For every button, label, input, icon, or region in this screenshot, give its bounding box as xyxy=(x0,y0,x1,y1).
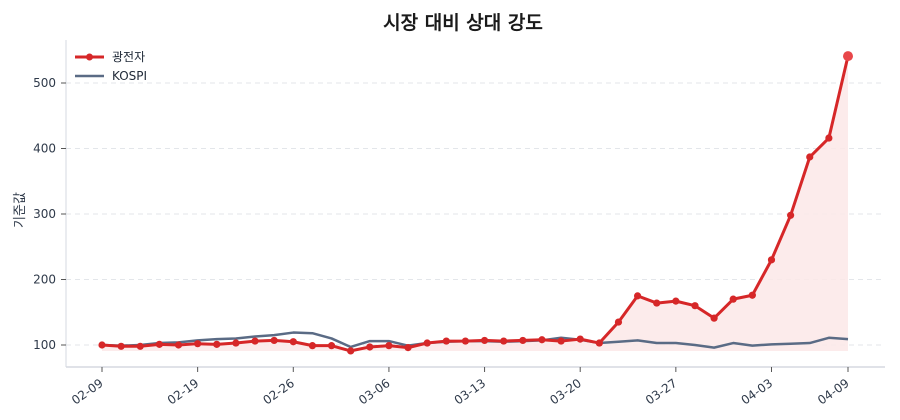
data-point-marker xyxy=(767,256,776,264)
data-point-marker xyxy=(538,336,546,344)
data-point-marker xyxy=(98,341,106,349)
data-point-marker xyxy=(691,302,699,310)
data-point-marker xyxy=(787,211,795,219)
data-point-marker xyxy=(825,134,833,142)
data-point-marker xyxy=(404,344,412,352)
data-point-marker xyxy=(461,337,470,345)
data-point-marker xyxy=(423,339,431,347)
data-point-marker xyxy=(672,297,680,305)
chart-title: 시장 대비 상대 강도 xyxy=(383,12,543,34)
data-point-marker xyxy=(308,342,317,350)
y-tick-label: 300 xyxy=(33,207,56,221)
data-point-marker xyxy=(519,336,527,345)
data-point-marker xyxy=(710,314,718,322)
data-point-marker xyxy=(194,340,202,348)
data-point-marker xyxy=(729,295,737,303)
data-point-marker xyxy=(232,339,240,347)
data-point-marker xyxy=(270,336,278,345)
data-point-marker xyxy=(155,340,163,348)
data-point-marker xyxy=(289,338,297,346)
x-tick-label: 03-20 xyxy=(547,376,584,407)
x-tick-label: 03-27 xyxy=(643,376,680,407)
latest-point-marker xyxy=(843,51,853,62)
area-fill xyxy=(102,56,848,352)
y-axis-label: 기준값 xyxy=(13,192,28,228)
data-point-marker xyxy=(174,341,183,349)
x-tick-label: 02-26 xyxy=(260,376,297,407)
data-point-marker xyxy=(748,291,756,299)
data-point-marker xyxy=(366,343,374,351)
data-point-marker xyxy=(614,318,623,326)
data-point-marker xyxy=(653,299,661,307)
x-axis-ticks: 02-09 02-19 02-26 03-06 03-13 03-20 03-27 04-03… xyxy=(69,367,852,407)
data-point-marker xyxy=(633,292,642,300)
legend: 광전자 KOSPI xyxy=(75,50,147,83)
data-point-marker xyxy=(347,347,355,355)
data-point-marker xyxy=(251,337,259,345)
data-point-marker xyxy=(576,335,584,343)
legend-dot-icon xyxy=(86,53,93,61)
x-tick-label: 03-13 xyxy=(452,376,489,407)
data-point-marker xyxy=(500,337,508,345)
x-tick-label: 04-03 xyxy=(739,376,776,407)
data-point-marker xyxy=(385,342,393,350)
series-lines xyxy=(98,51,853,355)
data-point-marker xyxy=(327,342,336,350)
data-point-marker xyxy=(213,340,221,348)
data-point-marker xyxy=(806,153,814,161)
legend-label-series-0: 광전자 xyxy=(112,50,145,64)
stock-line xyxy=(101,55,850,353)
y-tick-label: 400 xyxy=(33,142,56,156)
x-tick-label: 04-09 xyxy=(815,376,852,407)
data-point-marker xyxy=(595,339,603,347)
y-axis-ticks: 100 200 300 400 500 xyxy=(33,76,66,352)
series-fill-area xyxy=(102,56,848,352)
data-point-marker xyxy=(557,337,565,345)
x-tick-label: 02-19 xyxy=(165,376,202,407)
y-tick-label: 500 xyxy=(33,76,56,90)
data-point-marker xyxy=(136,342,144,350)
x-tick-label: 03-06 xyxy=(356,376,393,407)
y-tick-label: 100 xyxy=(33,338,56,352)
data-point-marker xyxy=(442,337,450,345)
data-point-marker xyxy=(480,336,489,345)
x-tick-label: 02-09 xyxy=(69,376,106,407)
data-point-marker xyxy=(117,342,125,350)
legend-item-series-0: 광전자 xyxy=(75,50,145,64)
y-tick-label: 200 xyxy=(33,273,56,287)
legend-item-series-1: KOSPI xyxy=(75,69,147,83)
legend-label-series-1: KOSPI xyxy=(112,69,147,83)
